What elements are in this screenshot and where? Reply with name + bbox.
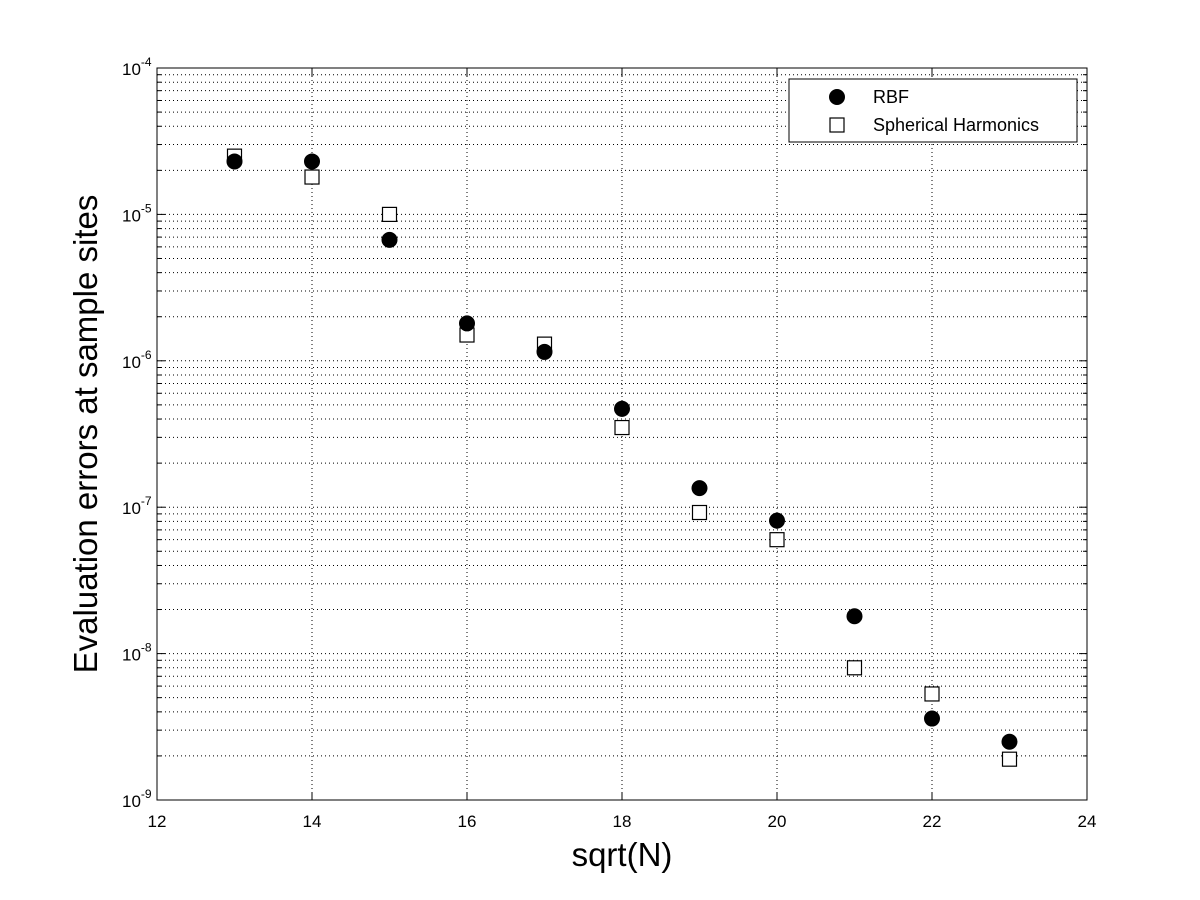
rbf-point <box>381 231 398 248</box>
legend-marker <box>829 89 845 105</box>
legend: RBF Spherical Harmonics <box>788 78 1078 143</box>
spherical-harmonics-point <box>924 686 940 702</box>
rbf-point <box>1001 733 1018 750</box>
spherical-harmonics-point <box>846 660 863 676</box>
spherical-harmonics-point <box>614 419 630 436</box>
spherical-harmonics-point <box>691 504 708 521</box>
rbf-point <box>846 608 863 625</box>
y-tick-label: 10-9 <box>122 787 152 811</box>
x-tick-label: 20 <box>768 812 787 831</box>
y-tick-label: 10-4 <box>122 55 152 79</box>
rbf-point <box>459 315 475 332</box>
x-tick-label: 18 <box>613 812 632 831</box>
rbf-point <box>769 512 785 529</box>
legend-label: RBF <box>873 87 909 107</box>
x-tick-label: 16 <box>458 812 477 831</box>
y-tick-label: 10-8 <box>122 641 152 665</box>
x-tick-label: 24 <box>1078 812 1097 831</box>
spherical-harmonics-point <box>769 532 785 548</box>
rbf-point <box>924 710 940 727</box>
rbf-point <box>614 400 630 417</box>
y-axis-title: Evaluation errors at sample sites <box>67 195 104 674</box>
y-tick-label: 10-7 <box>122 494 152 518</box>
rbf-point <box>304 153 320 170</box>
spherical-harmonics-point <box>381 206 398 222</box>
grid <box>157 68 1087 800</box>
x-tick-label: 14 <box>303 812 322 831</box>
y-tick-label: 10-6 <box>122 348 152 372</box>
x-tick-label: 12 <box>148 812 167 831</box>
legend-label: Spherical Harmonics <box>873 115 1039 135</box>
rbf-point <box>536 343 553 360</box>
rbf-point <box>691 480 708 497</box>
x-axis-title: sqrt(N) <box>572 836 673 873</box>
spherical-harmonics-point <box>1001 751 1018 767</box>
y-tick-label: 10-5 <box>122 201 152 225</box>
rbf-point <box>226 153 243 170</box>
data-marks <box>226 148 1018 767</box>
spherical-harmonics-point <box>304 169 320 185</box>
axis-ticks: 12 14 16 18 20 22 24 10-9 10-8 10-7 10-6 10-5 10-4 <box>122 55 1096 831</box>
legend-marker <box>829 117 845 133</box>
x-tick-label: 22 <box>923 812 942 831</box>
